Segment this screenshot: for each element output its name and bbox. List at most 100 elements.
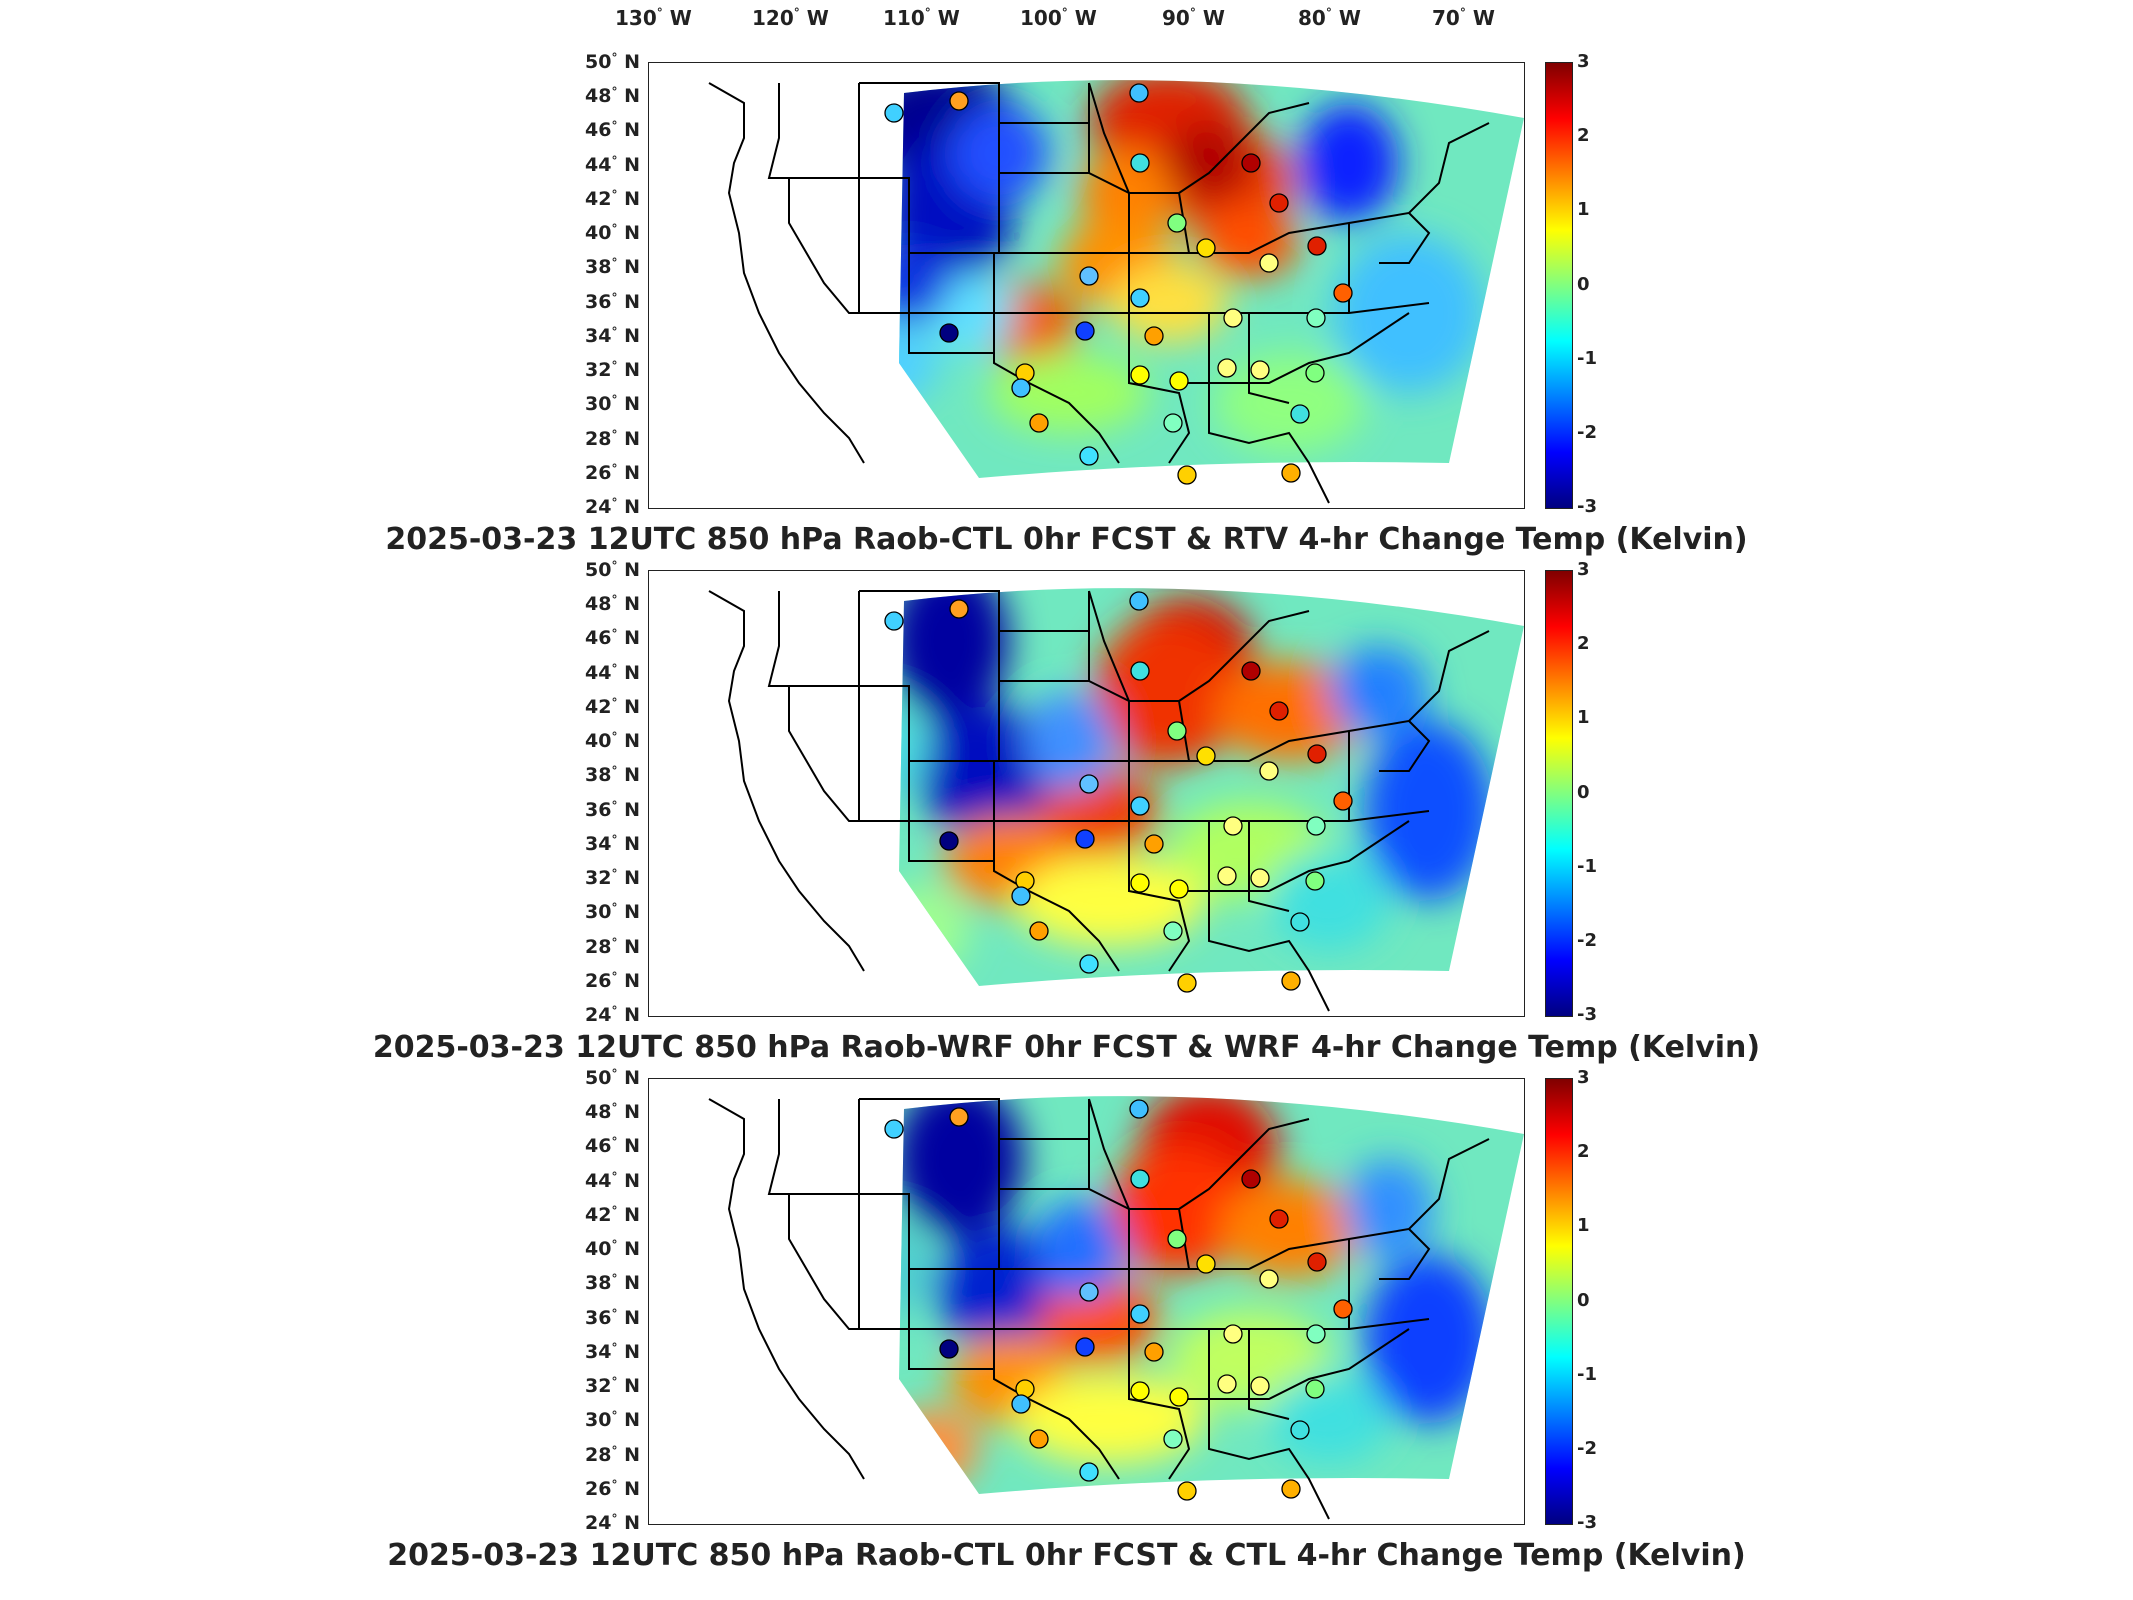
- field-blob: [1024, 691, 1114, 791]
- raob-station-marker: [1144, 1342, 1164, 1362]
- border-line: [769, 685, 859, 822]
- border-line: [767, 83, 860, 179]
- panel-caption: 2025-03-23 12UTC 850 hPa Raob-CTL 0hr FC…: [387, 1538, 1746, 1573]
- border-line: [767, 1099, 860, 1195]
- lon-label: 100° W: [1020, 6, 1097, 30]
- border-line: [769, 1193, 859, 1330]
- border-line: [1248, 313, 1290, 404]
- lat-label: 50° N: [585, 1067, 640, 1089]
- lat-label: 24° N: [585, 1004, 640, 1026]
- raob-station-marker: [1163, 1429, 1183, 1449]
- raob-station-marker: [1079, 1282, 1099, 1302]
- field-blob: [1214, 661, 1364, 761]
- lat-label: 36° N: [585, 290, 640, 313]
- lat-label: 32° N: [585, 867, 640, 890]
- raob-station-marker: [1217, 1374, 1237, 1394]
- lat-label: 24° N: [585, 496, 640, 518]
- colorbar: [1545, 1078, 1573, 1525]
- border-line: [998, 1099, 1090, 1140]
- raob-stations: [884, 83, 1353, 485]
- colorbar-tick-label: 2: [1577, 633, 1590, 655]
- raob-station-marker: [1223, 816, 1243, 836]
- field-blob: [1014, 856, 1204, 946]
- lat-label: 40° N: [585, 1238, 640, 1261]
- lat-label: 34° N: [585, 324, 640, 347]
- raob-station-marker: [884, 103, 904, 123]
- border-line: [998, 591, 1090, 632]
- border-line: [859, 1098, 1000, 1270]
- lat-label: 40° N: [585, 222, 640, 245]
- border-line: [1208, 821, 1330, 1012]
- border-line: [908, 253, 995, 354]
- raob-station-marker: [1196, 746, 1216, 766]
- lon-label: 80° W: [1298, 6, 1361, 30]
- map-svg: [708, 588, 1524, 1012]
- border-line: [708, 590, 865, 972]
- raob-station-marker: [1130, 365, 1150, 385]
- raob-station-marker: [1169, 879, 1189, 899]
- border-line: [1179, 820, 1410, 892]
- border-line: [1088, 590, 1191, 762]
- colorbar-tick-label: 0: [1577, 781, 1590, 803]
- field-blob: [899, 1409, 979, 1489]
- map-svg: [708, 1096, 1524, 1520]
- border-line: [908, 1269, 995, 1370]
- lat-label: 28° N: [585, 427, 640, 450]
- raob-station-marker: [1259, 1269, 1279, 1289]
- temperature-change-field: [899, 80, 1524, 479]
- raob-station-marker: [1259, 761, 1279, 781]
- colorbar-tick-label: 1: [1577, 1215, 1590, 1237]
- lat-label: 42° N: [585, 187, 640, 210]
- lat-label: 30° N: [585, 901, 640, 924]
- lat-label: 46° N: [585, 119, 640, 142]
- border-line: [859, 590, 1000, 762]
- lat-label: 30° N: [585, 393, 640, 416]
- border-line: [1178, 610, 1310, 702]
- border-line: [1128, 1329, 1191, 1480]
- raob-station-marker: [1281, 463, 1301, 483]
- raob-station-marker: [1130, 1304, 1150, 1324]
- raob-station-marker: [1130, 288, 1150, 308]
- lat-label: 48° N: [585, 593, 640, 616]
- lon-label: 120° W: [752, 6, 829, 30]
- border-line: [998, 631, 1090, 682]
- raob-station-marker: [1029, 921, 1049, 941]
- border-line: [1128, 313, 1191, 464]
- raob-station-marker: [1011, 1394, 1031, 1414]
- raob-station-marker: [1305, 1379, 1325, 1399]
- state-borders: [708, 590, 1490, 1012]
- border-line: [1088, 1098, 1191, 1270]
- raob-station-marker: [1167, 1229, 1187, 1249]
- temperature-change-field: [899, 1096, 1524, 1495]
- raob-station-marker: [1196, 1254, 1216, 1274]
- lat-label: 48° N: [585, 1101, 640, 1124]
- field-blob: [899, 701, 929, 801]
- panel-caption: 2025-03-23 12UTC 850 hPa Raob-WRF 0hr FC…: [372, 1030, 1761, 1065]
- longitude-axis: 130° W 120° W 110° W 100° W 90° W 80° W …: [0, 0, 2133, 40]
- raob-station-marker: [1130, 873, 1150, 893]
- lat-label: 24° N: [585, 1512, 640, 1534]
- raob-station-marker: [1196, 238, 1216, 258]
- colorbar-tick-label: -2: [1577, 929, 1597, 951]
- border-line: [1379, 212, 1431, 264]
- raob-station-marker: [1130, 1381, 1150, 1401]
- raob-station-marker: [1306, 1324, 1326, 1344]
- field-blob: [1014, 1374, 1204, 1464]
- raob-station-marker: [1163, 921, 1183, 941]
- lat-label: 38° N: [585, 764, 640, 787]
- field-blob: [899, 318, 939, 408]
- border-line: [1178, 1118, 1310, 1210]
- raob-station-marker: [1333, 791, 1353, 811]
- border-line: [1088, 82, 1191, 254]
- raob-station-marker: [949, 599, 969, 619]
- colorbar-tick-label: -3: [1577, 496, 1597, 517]
- lat-label: 44° N: [585, 1169, 640, 1192]
- raob-station-marker: [1130, 153, 1150, 173]
- raob-station-marker: [1241, 1169, 1261, 1189]
- raob-station-marker: [1075, 321, 1095, 341]
- raob-station-marker: [1217, 358, 1237, 378]
- raob-station-marker: [1305, 871, 1325, 891]
- raob-station-marker: [1011, 886, 1031, 906]
- raob-station-marker: [1333, 283, 1353, 303]
- field-blob: [1344, 1159, 1434, 1259]
